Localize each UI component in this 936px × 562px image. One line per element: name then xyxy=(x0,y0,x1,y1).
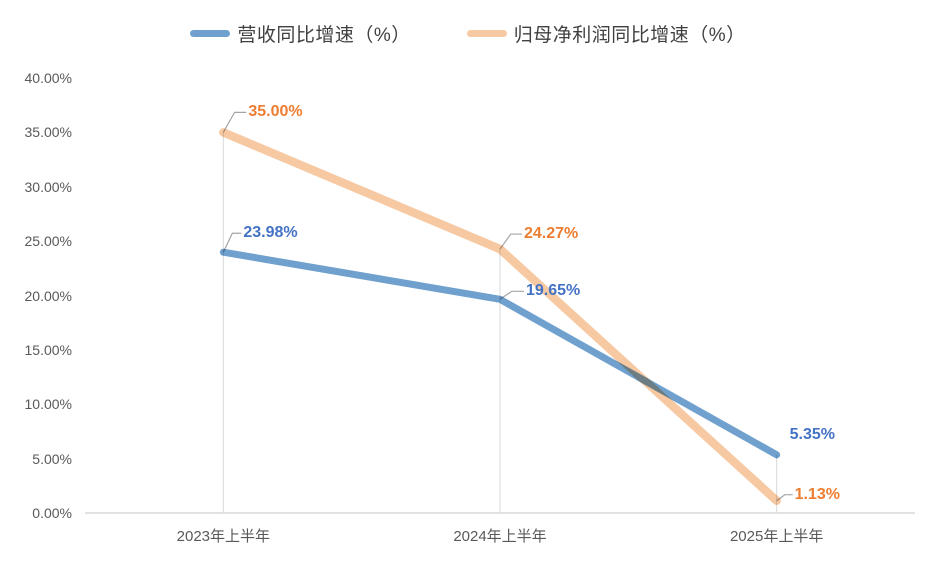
label-leader-line xyxy=(499,233,522,250)
label-leader-line xyxy=(499,290,524,300)
chart-legend: 营收同比增速（%） 归母净利润同比增速（%） xyxy=(0,20,936,47)
legend-label-net-profit: 归母净利润同比增速（%） xyxy=(513,25,746,46)
label-leader-line xyxy=(222,111,247,133)
series-line-net-profit xyxy=(219,128,781,505)
legend-item-net-profit-growth: 归母净利润同比增速（%） xyxy=(466,20,746,47)
legend-item-revenue-growth: 营收同比增速（%） xyxy=(190,20,410,47)
legend-line-swatch-revenue xyxy=(190,30,231,37)
label-leader-line xyxy=(222,232,242,253)
series-line-revenue xyxy=(219,248,781,459)
legend-label-revenue: 营收同比增速（%） xyxy=(237,25,411,46)
legend-line-swatch-net-profit xyxy=(466,30,507,37)
